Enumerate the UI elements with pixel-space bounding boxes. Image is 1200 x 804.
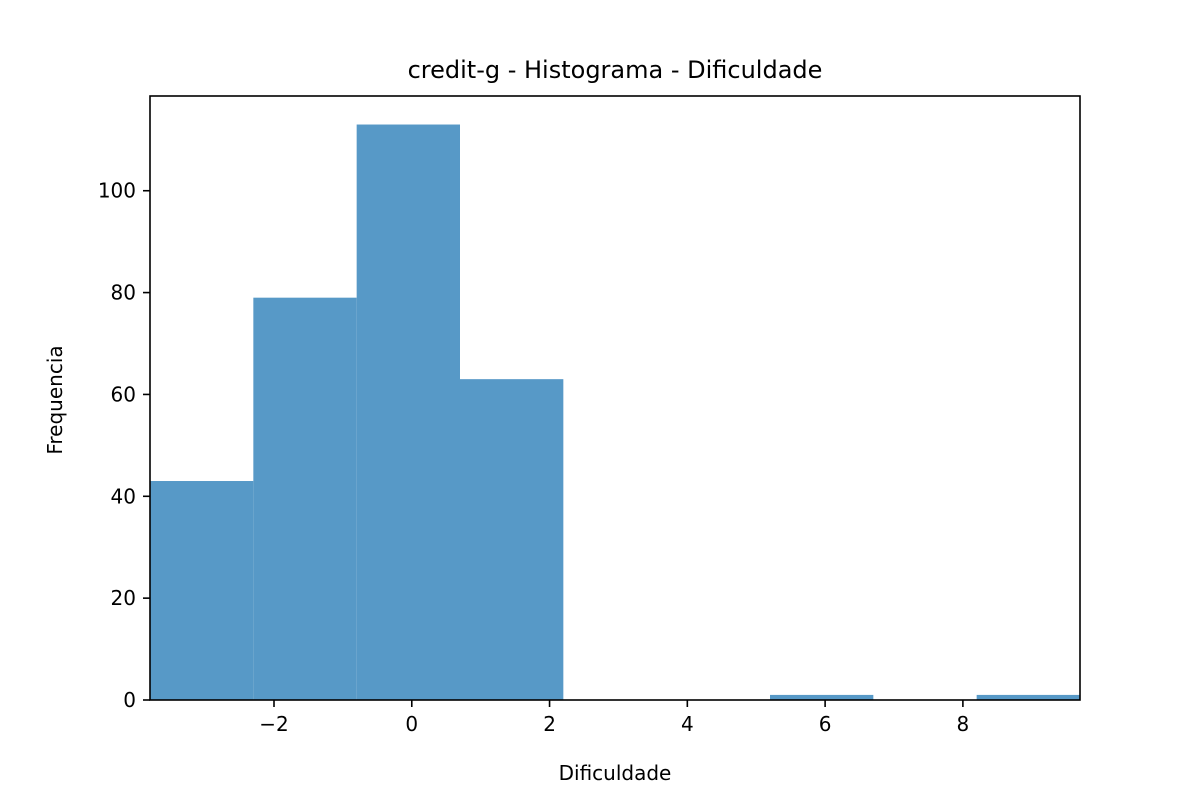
y-tick-label: 60 xyxy=(111,382,136,406)
chart-title: credit-g - Histograma - Dificuldade xyxy=(408,56,823,84)
x-tick-label: 2 xyxy=(543,712,556,736)
y-axis-ticks: 0 20 40 60 80 100 xyxy=(98,179,150,712)
histogram-bar xyxy=(976,694,1080,700)
x-tick-label: 6 xyxy=(819,712,832,736)
x-tick-label: −2 xyxy=(259,712,288,736)
y-tick-label: 40 xyxy=(111,484,136,508)
histogram-bar xyxy=(460,379,564,700)
x-axis-ticks: −2 0 2 4 6 8 xyxy=(259,700,969,736)
x-tick-label: 0 xyxy=(405,712,418,736)
x-axis-label: Dificuldade xyxy=(559,761,672,785)
plot-frame xyxy=(149,95,1081,701)
y-tick-label: 80 xyxy=(111,281,136,305)
histogram-bar xyxy=(253,297,357,700)
x-tick-label: 4 xyxy=(681,712,694,736)
histogram-bar xyxy=(150,481,254,700)
y-tick-label: 100 xyxy=(98,179,136,203)
histogram-bar xyxy=(770,694,874,700)
y-tick-label: 0 xyxy=(123,688,136,712)
bars-layer xyxy=(150,124,1080,700)
y-axis-label: Frequencia xyxy=(43,345,67,454)
y-tick-label: 20 xyxy=(111,586,136,610)
x-tick-label: 8 xyxy=(957,712,970,736)
histogram-bar xyxy=(356,124,460,700)
